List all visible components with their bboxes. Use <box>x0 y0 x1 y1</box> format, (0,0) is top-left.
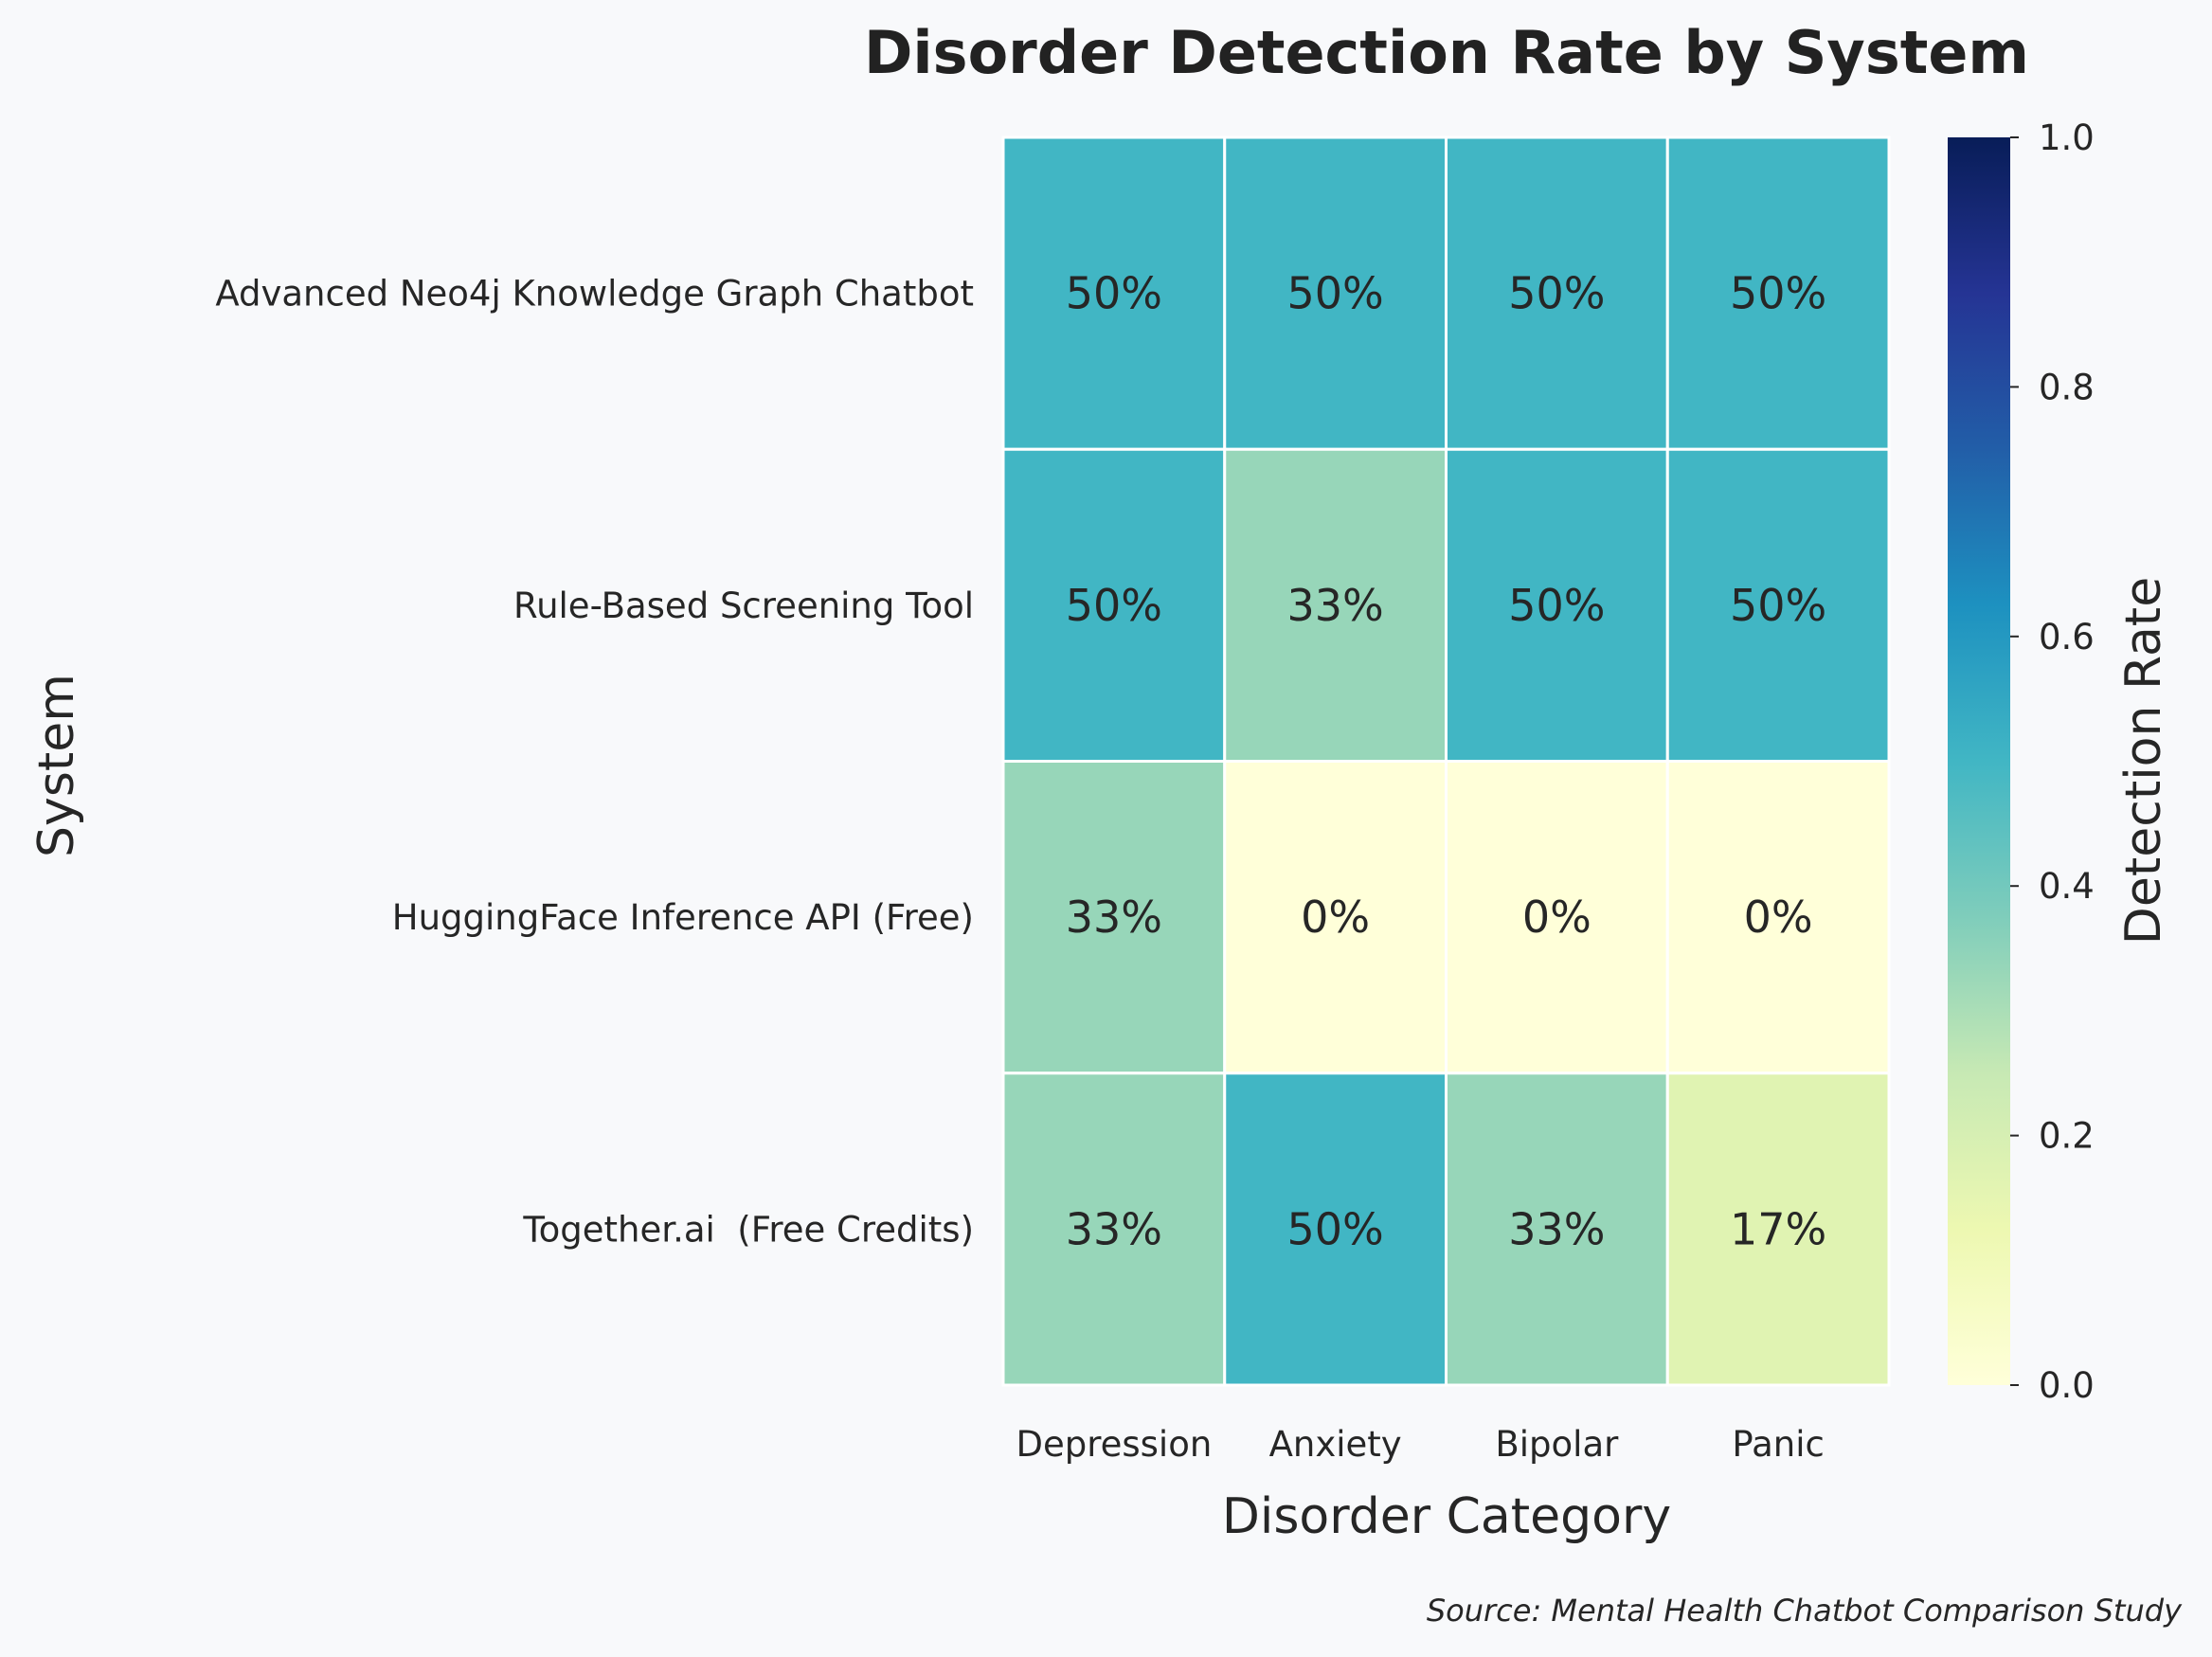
heatmap-cell <box>1665 447 1891 763</box>
cell-value-label: 50% <box>1730 268 1826 319</box>
x-tick-labels: Depression Anxiety Bipolar Panic <box>1016 1424 1824 1465</box>
heatmap-cell <box>1223 760 1448 1075</box>
cell-value-label: 17% <box>1730 1203 1826 1254</box>
cell-value-label: 50% <box>1730 580 1826 631</box>
cell-value-label: 50% <box>1287 268 1384 319</box>
x-tick-label: Depression <box>1016 1424 1212 1465</box>
heatmap-cell <box>1001 1072 1227 1387</box>
colorbar-tick-label: 0.6 <box>2039 617 2095 657</box>
y-tick-label: Advanced Neo4j Knowledge Graph Chatbot <box>215 274 974 315</box>
x-tick-label: Bipolar <box>1495 1424 1619 1465</box>
y-tick-label: Rule-Based Screening Tool <box>513 585 974 626</box>
x-axis-label: Disorder Category <box>1222 1488 1671 1545</box>
colorbar <box>1948 137 2010 1385</box>
colorbar-tick-label: 0.4 <box>2039 866 2095 907</box>
cell-value-label: 33% <box>1066 1203 1162 1254</box>
heatmap-cell <box>1445 135 1669 451</box>
heatmap-cell <box>1665 760 1891 1075</box>
heatmap-cell <box>1665 1072 1891 1387</box>
cell-value-label: 50% <box>1066 580 1162 631</box>
heatmap-cell <box>1223 135 1448 451</box>
cell-value-label: 0% <box>1744 892 1813 943</box>
colorbar-tick-label: 0.2 <box>2039 1116 2095 1157</box>
cell-value-label: 0% <box>1522 892 1592 943</box>
source-note: Source: Mental Health Chatbot Comparison… <box>1427 1593 2183 1629</box>
heatmap-cell <box>1001 135 1227 451</box>
cell-value-label: 50% <box>1066 268 1162 319</box>
cell-value-label: 0% <box>1301 892 1370 943</box>
cell-value-label: 33% <box>1508 1203 1605 1254</box>
cell-value-label: 50% <box>1287 1203 1384 1254</box>
colorbar-tick-label: 0.0 <box>2039 1365 2095 1406</box>
y-tick-labels: Advanced Neo4j Knowledge Graph Chatbot Ru… <box>215 274 974 1251</box>
y-tick-label: Together.ai (Free Credits) <box>522 1209 974 1250</box>
heatmap-cell <box>1001 447 1227 763</box>
y-tick-label: HuggingFace Inference API (Free) <box>392 897 974 938</box>
colorbar-label: Detection Rate <box>2115 577 2172 945</box>
heatmap-cells <box>1001 135 1891 1387</box>
colorbar-tick-label: 0.8 <box>2039 367 2095 407</box>
x-tick-label: Panic <box>1732 1424 1824 1465</box>
chart-title: Disorder Detection Rate by System <box>864 18 2029 87</box>
heatmap-cell <box>1445 1072 1669 1387</box>
heatmap-cell-labels: 50% 50% 50% 50% 50% 33% 50% 50% 33% 0% 0% 0% 33% 50% 3… <box>1066 268 1827 1255</box>
heatmap-cell <box>1223 447 1448 763</box>
cell-value-label: 50% <box>1508 580 1605 631</box>
cell-value-label: 33% <box>1066 892 1162 943</box>
cell-value-label: 50% <box>1508 268 1605 319</box>
cell-value-label: 33% <box>1287 580 1384 631</box>
y-axis-label: System <box>28 674 85 857</box>
colorbar-tick-label: 1.0 <box>2039 117 2095 158</box>
heatmap-cell <box>1223 1072 1448 1387</box>
colorbar-ticks: 0.0 0.2 0.4 0.6 0.8 1.0 <box>2010 117 2095 1406</box>
heatmap-cell <box>1665 135 1891 451</box>
x-tick-label: Anxiety <box>1269 1424 1402 1465</box>
